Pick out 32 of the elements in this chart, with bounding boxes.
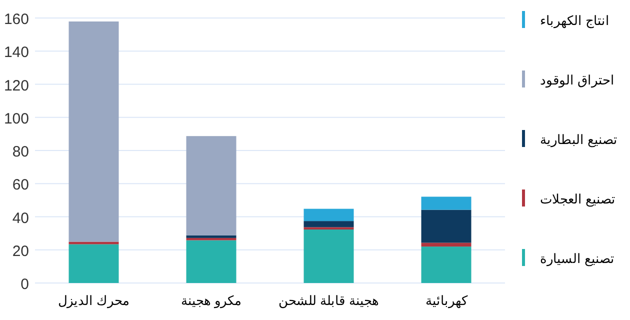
x-tick-label: مكرو هجينة [180, 293, 242, 309]
bar [304, 227, 354, 230]
y-tick-label: 80 [12, 144, 29, 160]
y-tick-label: 100 [4, 110, 29, 128]
bar [421, 210, 472, 243]
bar [68, 21, 119, 242]
y-tick-label: 140 [4, 44, 29, 62]
bar [421, 246, 472, 283]
bar [186, 238, 236, 240]
y-tick-label: 20 [12, 242, 29, 260]
y-tick-label: 120 [4, 77, 29, 94]
x-tick-label: هجينة قابلة للشحن [278, 293, 379, 309]
legend-label: انتاج الكهرباء [540, 13, 610, 29]
bar [304, 230, 354, 283]
y-tick-label: 0 [20, 276, 29, 293]
bar [186, 136, 236, 236]
y-tick-label: 160 [4, 11, 29, 28]
bar [304, 221, 354, 228]
legend-label: احتراق الوقود [540, 72, 615, 88]
bar [68, 244, 119, 283]
x-tick-label: محرك الديزل [58, 293, 130, 309]
y-tick-label: 40 [12, 210, 29, 227]
y-tick-label: 60 [12, 176, 29, 194]
bar [186, 235, 236, 238]
bar [186, 240, 236, 283]
x-tick-label: كهربائية [425, 293, 468, 309]
legend-label: تصنيع البطارية [540, 132, 618, 148]
bar [421, 196, 472, 210]
bar [304, 208, 354, 222]
legend-label: تصنيع العجلات [540, 192, 616, 208]
bar [421, 242, 472, 247]
legend-label: تصنيع السيارة [540, 251, 615, 267]
